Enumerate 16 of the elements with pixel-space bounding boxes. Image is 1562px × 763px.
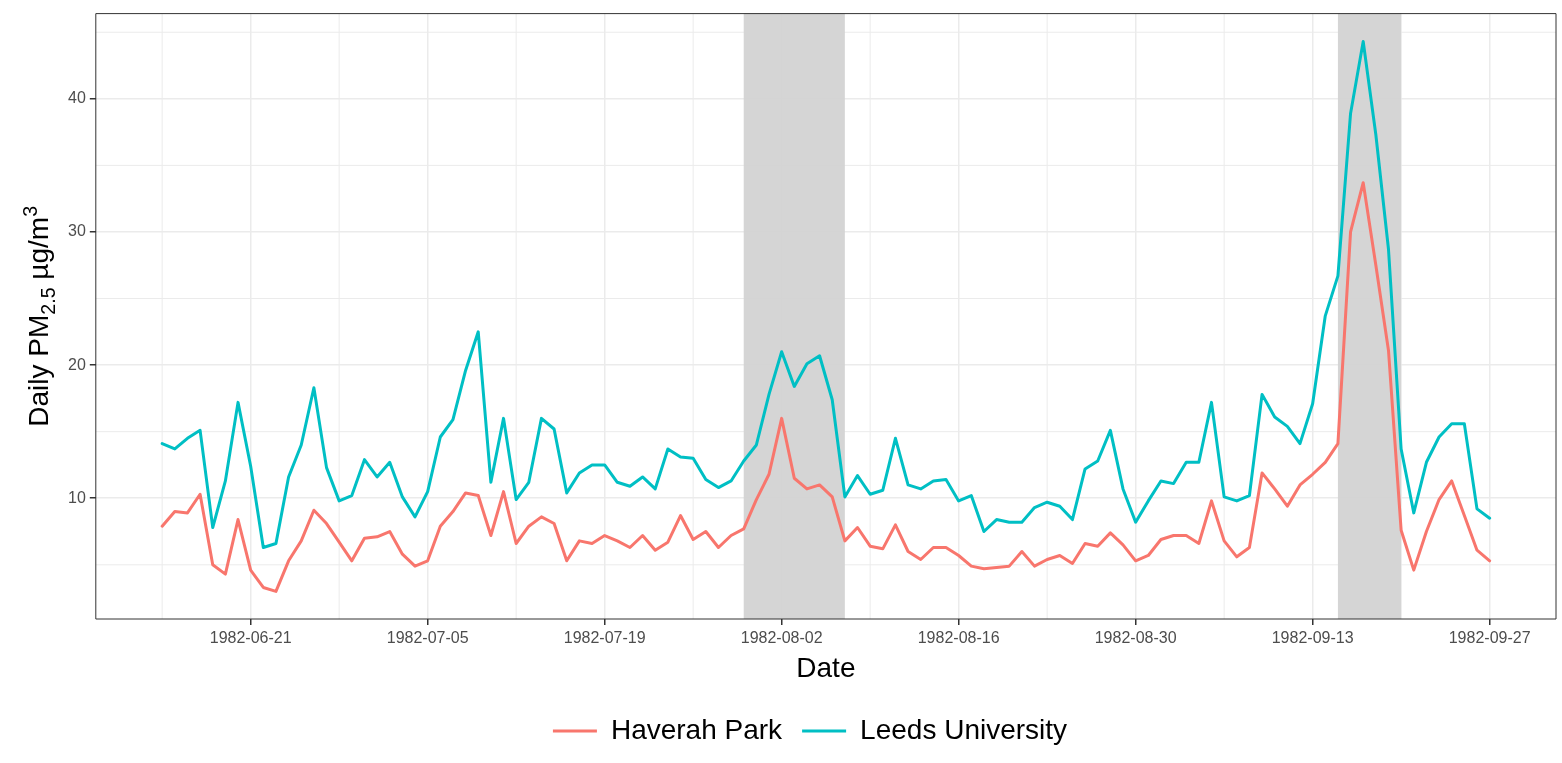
y-tick-label: 40	[68, 89, 86, 107]
x-axis-title: Date	[796, 652, 856, 683]
y-tick-label: 10	[68, 488, 86, 506]
legend-label: Haverah Park	[610, 713, 784, 745]
y-tick-label: 30	[68, 222, 86, 240]
x-tick-label: 1982-08-02	[740, 629, 823, 647]
x-tick-label: 1982-08-16	[917, 629, 1000, 647]
x-tick-label: 1982-06-21	[209, 629, 292, 647]
x-tick-label: 1982-09-27	[1448, 629, 1531, 647]
x-tick-label: 1982-08-30	[1094, 629, 1177, 647]
y-tick-label: 20	[68, 355, 86, 373]
y-axis-title: Daily PM2.5 µg/m3	[18, 205, 59, 427]
x-tick-label: 1982-09-13	[1271, 629, 1354, 647]
x-tick-label: 1982-07-05	[386, 629, 469, 647]
x-tick-label: 1982-07-19	[563, 629, 646, 647]
legend-label: Leeds University	[860, 713, 1068, 745]
